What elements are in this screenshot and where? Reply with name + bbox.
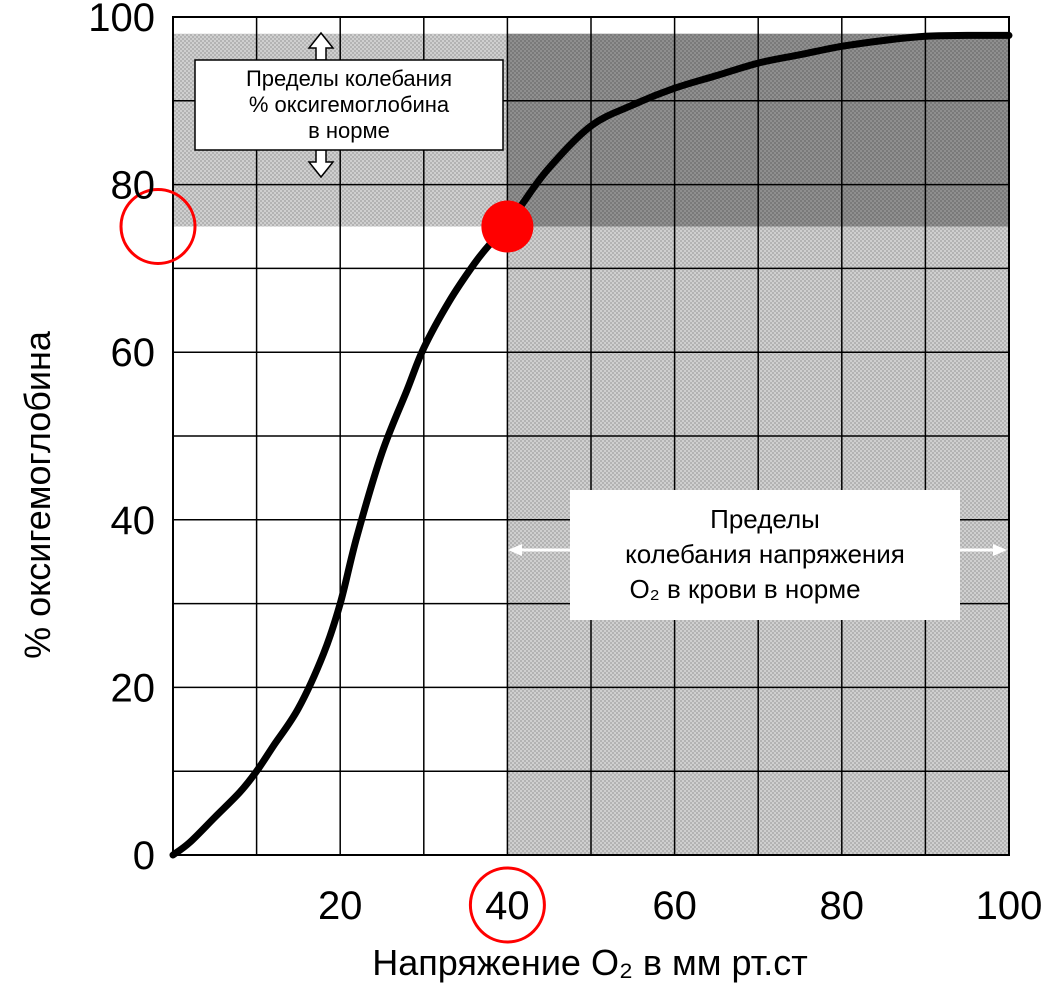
x-tick-label: 60	[652, 884, 697, 928]
annotation-box	[570, 490, 960, 620]
annotation-box	[194, 59, 504, 151]
x-tick-label: 20	[318, 884, 363, 928]
annotation-line-3: в норме	[308, 118, 390, 143]
y-tick-label: 60	[111, 331, 156, 375]
oxyhemoglobin-range-annotation: Пределы колебания % оксигемоглобина в но…	[194, 31, 504, 179]
highlight-circle-x-axis	[468, 866, 546, 944]
highlight-circle-y-axis	[119, 188, 197, 265]
y-tick-label: 0	[133, 834, 155, 878]
x-tick-label: 80	[820, 884, 865, 928]
x-axis-title: Напряжение O₂ в мм рт.ст	[372, 942, 808, 983]
highlight-point	[481, 200, 534, 253]
x-tick-label: 40	[485, 884, 530, 928]
annotation-line-1: Пределы	[710, 504, 820, 534]
y-axis-title: % оксигемоглобина	[17, 330, 58, 659]
plot-frame	[172, 16, 1010, 856]
o2-tension-range-annotation: Пределы колебания напряжения O₂ в крови …	[508, 490, 1007, 620]
x-tick-labels: 20 40 60 80 100	[318, 884, 1042, 928]
annotation-line-1: Пределы колебания	[246, 66, 452, 91]
y-tick-label: 40	[111, 499, 156, 543]
y-tick-label: 20	[111, 666, 156, 710]
dissociation-curve	[169, 31, 1013, 859]
y-tick-label: 100	[88, 0, 155, 40]
y-tick-labels: 0 20 40 60 80 100	[88, 0, 155, 878]
x-tick-label: 100	[976, 884, 1043, 928]
annotation-line-3: O₂ в крови в норме	[629, 574, 860, 604]
annotation-line-2: % оксигемоглобина	[249, 92, 450, 117]
y-tick-label: 80	[111, 164, 156, 208]
annotation-line-2: колебания напряжения	[625, 539, 905, 569]
